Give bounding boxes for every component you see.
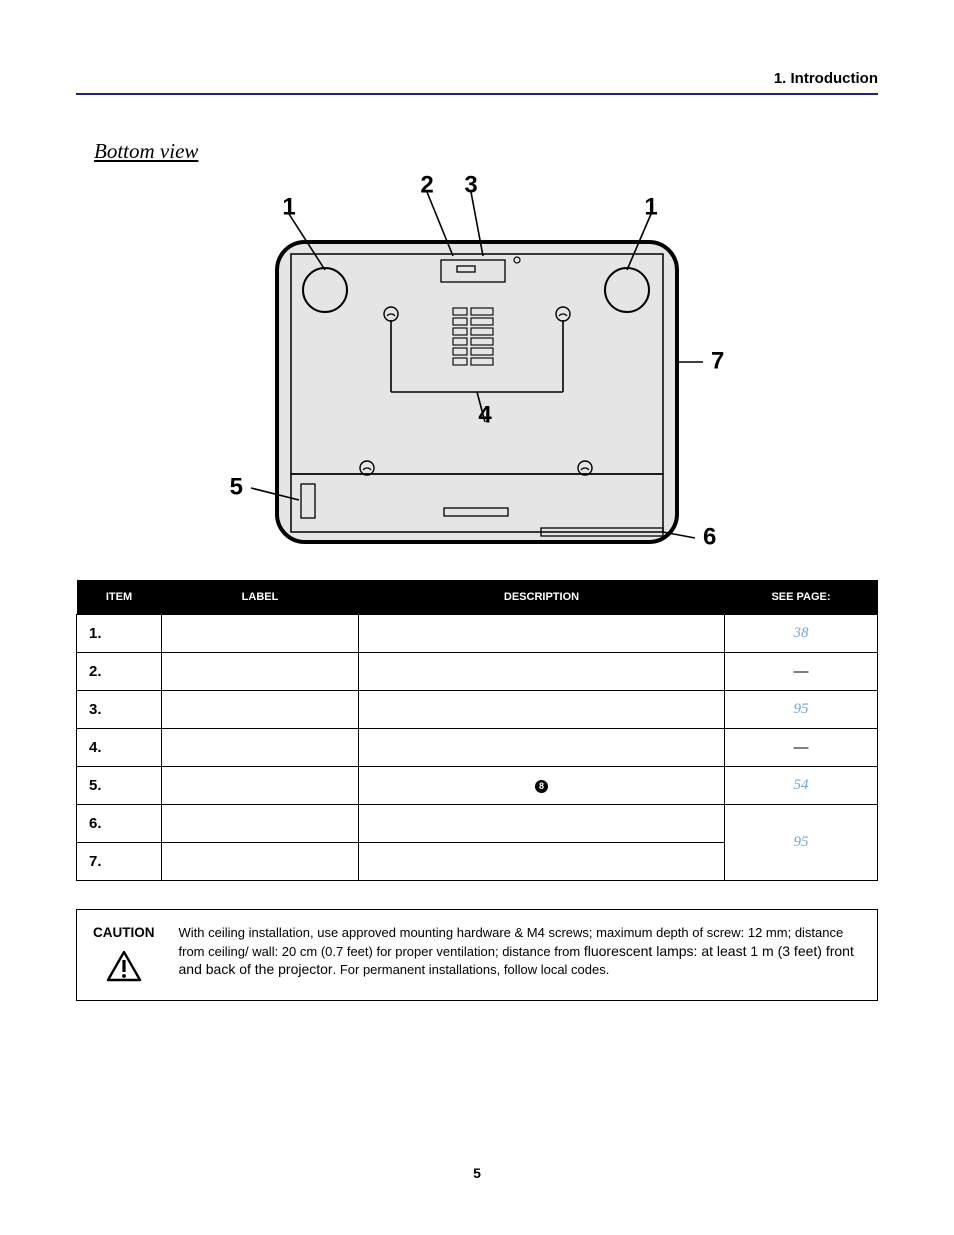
table-row: 5. 8 54	[77, 767, 878, 805]
item-cell: 7.	[77, 843, 162, 881]
label-cell	[162, 729, 359, 767]
page-ref-cell[interactable]: 95	[725, 805, 878, 881]
label-cell	[162, 691, 359, 729]
header-rule	[76, 93, 878, 95]
caution-text: With ceiling installation, use approved …	[179, 924, 862, 979]
table-header-row: ITEMLABELDESCRIPTIONSEE PAGE:	[77, 580, 878, 615]
item-cell: 4.	[77, 729, 162, 767]
label-cell	[162, 615, 359, 653]
svg-text:7: 7	[711, 347, 724, 374]
item-cell: 6.	[77, 805, 162, 843]
page-number: 5	[0, 1165, 954, 1181]
item-cell: 2.	[77, 653, 162, 691]
item-cell: 3.	[77, 691, 162, 729]
caution-label: CAUTION	[93, 925, 155, 940]
svg-text:1: 1	[282, 193, 295, 220]
label-cell	[162, 653, 359, 691]
description-cell: 8	[359, 767, 725, 805]
svg-text:6: 6	[703, 523, 716, 550]
bottom-view-diagram: 1 2 3 1 7 4 5 6	[217, 172, 737, 562]
page-ref-cell[interactable]: 38	[725, 615, 878, 653]
bottom-view-figure: 1 2 3 1 7 4 5 6	[76, 172, 878, 562]
page-ref-cell[interactable]: 95	[725, 691, 878, 729]
page-ref-cell[interactable]: 54	[725, 767, 878, 805]
label-cell	[162, 767, 359, 805]
table-header-cell: LABEL	[162, 580, 359, 615]
description-cell	[359, 843, 725, 881]
table-row: 4. —	[77, 729, 878, 767]
item-cell: 5.	[77, 767, 162, 805]
description-cell	[359, 653, 725, 691]
page-header: 1. Introduction	[76, 70, 878, 87]
table-row: 6.95	[77, 805, 878, 843]
warning-icon	[106, 950, 142, 982]
description-cell	[359, 805, 725, 843]
svg-text:4: 4	[478, 401, 492, 428]
section-title: Bottom view	[94, 139, 878, 164]
page-ref-cell: —	[725, 653, 878, 691]
caution-box: CAUTION With ceiling installation, use a…	[76, 909, 878, 1001]
table-row: 1.38	[77, 615, 878, 653]
table-header-cell: SEE PAGE:	[725, 580, 878, 615]
item-cell: 1.	[77, 615, 162, 653]
parts-table: ITEMLABELDESCRIPTIONSEE PAGE: 1.382.—3.9…	[76, 580, 878, 881]
header-text: 1. Introduction	[774, 70, 878, 87]
label-cell	[162, 843, 359, 881]
reference-badge: 8	[535, 780, 548, 793]
description-cell	[359, 615, 725, 653]
description-cell	[359, 691, 725, 729]
page-ref-cell: —	[725, 729, 878, 767]
svg-text:1: 1	[644, 193, 657, 220]
table-header-cell: ITEM	[77, 580, 162, 615]
table-row: 3.95	[77, 691, 878, 729]
description-cell	[359, 729, 725, 767]
svg-text:2: 2	[420, 172, 433, 198]
table-row: 2. —	[77, 653, 878, 691]
svg-text:3: 3	[464, 172, 477, 198]
label-cell	[162, 805, 359, 843]
svg-text:5: 5	[230, 473, 243, 500]
table-header-cell: DESCRIPTION	[359, 580, 725, 615]
